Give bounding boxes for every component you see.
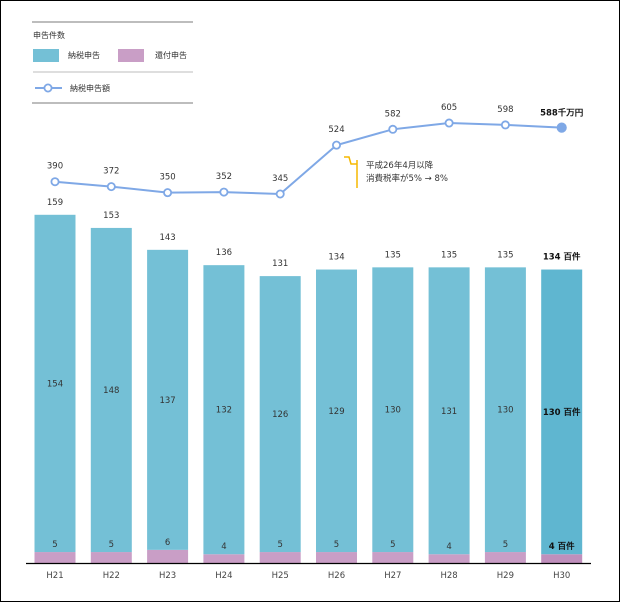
bar-tax-label: 154: [47, 379, 63, 389]
bar-tax-H27: [372, 267, 414, 553]
annotation: 平成26年4月以降 消費税率が5% → 8%: [344, 156, 448, 188]
bar-group: [34, 214, 583, 563]
bar-refund-label: 5: [52, 540, 57, 550]
bar-tax-H25: [259, 276, 301, 553]
line-point: [50, 177, 60, 187]
x-tick-label: H26: [328, 571, 345, 581]
bar-refund-H22: [90, 552, 132, 563]
bar-tax-label: 137: [159, 396, 175, 406]
bar-total-label: 135: [497, 250, 513, 260]
bar-total-label: 136: [216, 248, 232, 258]
bar-tax-H22: [90, 227, 132, 553]
legend-label-tax: 納税申告: [68, 50, 100, 60]
bar-tax-label: 129: [328, 407, 344, 417]
bar-total-label: 159: [47, 198, 63, 208]
line-value-label: 372: [103, 167, 119, 177]
label-group: 159 154 5 H21 153 148 5 H22 143 137 6 H23 136 132 4 H24…: [46, 103, 583, 581]
legend-marker-icon: [43, 83, 53, 93]
bar-total-label: 135: [441, 250, 457, 260]
bar-total-label: 153: [103, 211, 119, 221]
bar-tax-H29: [484, 267, 526, 553]
bar-tax-H28: [428, 267, 470, 555]
line-series-group: [50, 118, 567, 199]
bar-tax-label-last: 130 百件: [543, 407, 581, 418]
legend-label-amount: 納税申告額: [70, 83, 110, 93]
x-tick-label: H23: [159, 571, 176, 581]
legend-swatch-refund: [118, 49, 144, 62]
bar-refund-H28: [428, 554, 470, 563]
bar-refund-H26: [316, 552, 357, 563]
line-value-label: 390: [47, 162, 63, 172]
x-tick-label: H24: [215, 571, 232, 581]
bar-refund-H21: [34, 552, 76, 563]
annotation-line-2: 消費税率が5% → 8%: [366, 173, 448, 184]
line-point: [275, 189, 285, 199]
bar-total-label-last: 134 百件: [543, 252, 581, 263]
x-tick-label: H25: [272, 571, 289, 581]
bar-tax-H26: [316, 269, 357, 553]
bar-tax-H30: [541, 269, 583, 555]
line-value-label: 345: [272, 174, 288, 184]
bar-refund-label: 5: [334, 540, 339, 550]
bar-tax-H24: [203, 265, 245, 555]
bar-refund-H30: [541, 554, 583, 563]
legend-label-refund: 還付申告: [155, 50, 187, 60]
x-tick-label: H28: [440, 571, 457, 581]
bar-refund-label: 5: [109, 540, 114, 550]
bar-tax-label: 131: [441, 407, 457, 417]
line-value-label-last: 588千万円: [540, 108, 583, 119]
bar-total-label: 131: [272, 259, 288, 269]
bar-refund-H27: [372, 552, 414, 563]
bar-tax-label: 126: [272, 410, 288, 420]
bar-tax-label: 130: [385, 406, 401, 416]
line-point: [444, 118, 454, 128]
bar-refund-H23: [147, 549, 189, 563]
bar-refund-label: 5: [277, 540, 282, 550]
bar-tax-label: 132: [216, 406, 232, 416]
legend: 申告件数 納税申告 還付申告 納税申告額: [32, 21, 193, 104]
line-value-label: 350: [159, 173, 175, 183]
bar-refund-label: 6: [165, 538, 170, 548]
line-value-label: 605: [441, 103, 457, 113]
line-value-label: 598: [497, 105, 513, 115]
line-point: [331, 140, 341, 150]
line-value-label: 352: [216, 172, 232, 182]
x-tick-label: H27: [384, 571, 401, 581]
bar-tax-label: 130: [497, 406, 513, 416]
annotation-line-1: 平成26年4月以降: [366, 160, 434, 171]
legend-group-title: 申告件数: [33, 30, 65, 40]
line-point: [106, 182, 116, 192]
x-tick-label: H30: [553, 571, 570, 581]
bar-refund-label: 4: [446, 542, 451, 552]
annotation-bracket-hook: [344, 156, 357, 165]
line-point: [219, 187, 229, 197]
bar-refund-label: 5: [390, 540, 395, 550]
bar-tax-H23: [147, 249, 189, 550]
bar-total-label: 135: [385, 250, 401, 260]
bar-refund-label: 4: [221, 542, 226, 552]
bar-total-label: 134: [328, 253, 344, 263]
legend-swatch-tax: [33, 49, 59, 62]
x-tick-label: H22: [103, 571, 120, 581]
x-tick-label: H21: [46, 571, 63, 581]
line-value-label: 524: [328, 125, 344, 135]
x-tick-label: H29: [497, 571, 514, 581]
line-point: [388, 124, 398, 134]
line-amount: [54, 122, 562, 196]
line-point: [163, 188, 173, 198]
bar-refund-H29: [484, 552, 526, 563]
bar-refund-label-last: 4 百件: [549, 541, 575, 552]
bar-refund-H24: [203, 554, 245, 563]
line-value-label: 582: [385, 109, 401, 119]
bar-total-label: 143: [159, 233, 175, 243]
line-point: [556, 122, 567, 133]
line-point: [500, 120, 510, 130]
bar-refund-label: 5: [503, 540, 508, 550]
bar-tax-label: 148: [103, 386, 119, 396]
bar-refund-H25: [259, 552, 301, 563]
bar-tax-H21: [34, 214, 76, 553]
